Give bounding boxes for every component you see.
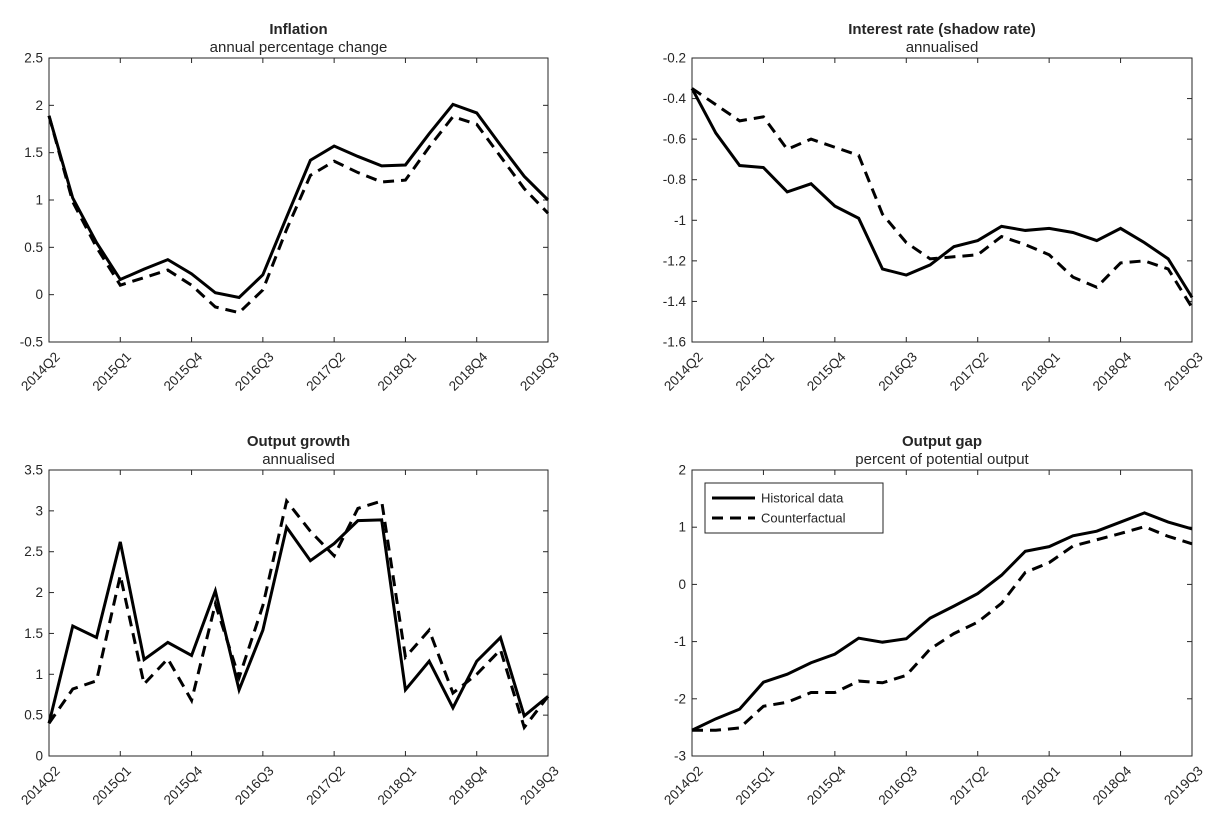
y-tick-label: -1 [674,213,686,228]
y-tick-label: 1.5 [24,145,43,160]
x-tick-label: 2016Q3 [875,349,920,394]
y-tick-label: 1 [35,667,43,682]
x-tick-label: 2017Q2 [303,349,348,394]
counterfactual-line [691,87,1194,309]
x-tick-label: 2017Q2 [947,763,992,808]
y-tick-label: -0.8 [663,172,686,187]
x-tick-label: 2019Q3 [517,349,562,394]
chart-title: Output growth [247,433,350,450]
y-tick-label: -0.4 [663,91,687,106]
y-tick-label: 1.5 [24,626,43,641]
y-tick-label: 1 [678,520,686,535]
chart-title: Interest rate (shadow rate) [848,21,1036,38]
y-tick-label: 0 [35,287,43,302]
x-tick-label: 2018Q1 [375,763,420,808]
x-tick-label: 2019Q3 [1161,763,1206,808]
x-tick-label: 2018Q1 [375,349,420,394]
legend: Historical data Counterfactual [704,482,884,534]
x-tick-label: 2015Q4 [804,349,849,394]
y-tick-label: -1.6 [663,335,686,350]
x-tick-label: 2018Q4 [446,763,491,808]
x-tick-label: 2015Q1 [733,763,778,808]
y-tick-label: 0.5 [24,240,43,255]
x-tick-label: 2015Q4 [161,349,206,394]
x-tick-label: 2015Q1 [89,349,134,394]
plot-area [48,57,549,343]
x-tick-label: 2016Q3 [875,763,920,808]
y-tick-label: -0.6 [663,132,686,147]
y-tick-label: -2 [674,691,686,706]
y-tick-label: 2 [678,463,686,478]
x-tick-label: 2018Q4 [1090,349,1135,394]
x-tick-label: 2017Q2 [303,763,348,808]
historical-line [691,511,1193,732]
legend-label: Counterfactual [761,511,846,526]
x-tick-label: 2014Q2 [18,349,63,394]
legend-label: Historical data [761,491,844,506]
x-tick-label: 2015Q1 [89,763,134,808]
x-tick-label: 2018Q1 [1018,763,1063,808]
historical-line [47,102,550,300]
chart-title: Output gap [902,433,982,450]
counterfactual-line [47,497,550,731]
x-tick-label: 2014Q2 [661,763,706,808]
chart-title: Inflation [269,21,327,38]
chart-panel-2: Interest rate (shadow rate)annualised -1.… [661,21,1206,394]
counterfactual-line [47,114,550,315]
y-tick-label: 1 [35,193,43,208]
x-tick-label: 2017Q2 [947,349,992,394]
y-tick-label: -3 [674,749,686,764]
y-tick-label: 0 [35,749,43,764]
legend-box [704,482,884,534]
historical-line [47,518,549,724]
y-tick-label: -1 [674,634,686,649]
counterfactual-line [692,525,1193,732]
x-tick-label: 2015Q4 [804,763,849,808]
x-tick-label: 2014Q2 [661,349,706,394]
chart-subtitle: annualised [262,451,335,468]
y-tick-label: 2 [35,585,43,600]
y-tick-label: 0.5 [24,708,43,723]
y-tick-label: 0 [678,577,686,592]
x-tick-label: 2018Q4 [1090,763,1135,808]
x-tick-label: 2018Q4 [446,349,491,394]
plot-area [48,469,549,757]
y-tick-label: 2 [35,98,43,113]
x-tick-label: 2015Q1 [733,349,778,394]
plot-area [691,57,1193,343]
chart-subtitle: annual percentage change [210,39,388,56]
y-tick-label: 3 [35,503,43,518]
x-tick-label: 2019Q3 [1161,349,1206,394]
historical-line [690,87,1194,299]
y-tick-label: -0.5 [20,335,43,350]
chart-subtitle: percent of potential output [855,451,1029,468]
plot-area [691,469,1193,757]
y-tick-label: 2.5 [24,51,43,66]
y-tick-label: -0.2 [663,51,686,66]
x-tick-label: 2014Q2 [18,763,63,808]
x-tick-label: 2016Q3 [232,349,277,394]
y-tick-label: -1.4 [663,294,687,309]
y-tick-label: -1.2 [663,253,686,268]
y-tick-label: 3.5 [24,463,43,478]
x-tick-label: 2018Q1 [1018,349,1063,394]
x-tick-label: 2015Q4 [161,763,206,808]
x-tick-label: 2016Q3 [232,763,277,808]
chart-subtitle: annualised [906,39,979,56]
y-tick-label: 2.5 [24,544,43,559]
x-tick-label: 2019Q3 [517,763,562,808]
